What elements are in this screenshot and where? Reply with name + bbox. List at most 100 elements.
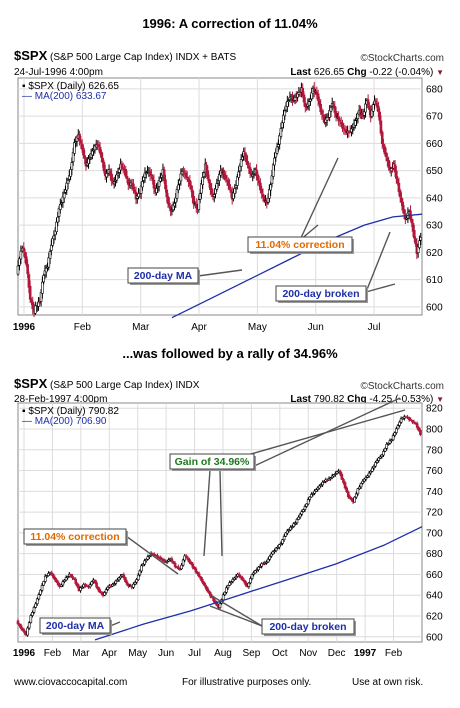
candle-body [367, 472, 371, 477]
symbol-1: $SPX [14, 48, 48, 63]
x-tick-label: Oct [272, 648, 288, 659]
candle-body [300, 511, 304, 515]
candle-body [78, 133, 81, 142]
candle-body [382, 451, 385, 456]
candle-body [382, 144, 385, 148]
callout-pointer [125, 535, 179, 575]
candle-body [379, 456, 382, 459]
middle-heading: ...was followed by a rally of 34.96% [122, 346, 338, 361]
candle-body [287, 529, 291, 532]
candle-body [338, 119, 342, 122]
candle-body [162, 559, 166, 562]
candle-body [59, 584, 63, 587]
callout-pointer [211, 595, 263, 627]
candle-body [384, 152, 388, 158]
candle-body [189, 562, 193, 565]
candle-body [150, 174, 153, 177]
candle-body [342, 127, 346, 130]
candle-body [310, 494, 313, 498]
candle-body [156, 555, 159, 558]
index-name-2: (S&P 500 Large Cap Index) INDX [50, 380, 200, 391]
candle-body [334, 111, 338, 117]
callout-box [247, 236, 353, 253]
annotation-correction-2: 11.04% correction [30, 531, 119, 543]
candle-body [115, 174, 119, 181]
candle-body [258, 565, 262, 568]
candle-body [233, 577, 236, 580]
candle-body [44, 267, 48, 273]
candle-body [338, 470, 342, 475]
candle-body [237, 573, 241, 577]
candle-body [374, 462, 377, 467]
candle-body [177, 566, 180, 570]
candle-body [330, 475, 334, 478]
candle-body [207, 590, 211, 594]
candle-body [343, 482, 347, 489]
candle-body [273, 157, 276, 166]
candle-body [250, 574, 254, 579]
candle-body [188, 180, 192, 186]
candle-body [117, 577, 121, 581]
down-triangle-icon: ▼ [436, 395, 444, 404]
candle-body [345, 487, 348, 493]
candle-body [34, 305, 37, 314]
candle-body [69, 169, 72, 177]
candle-body [50, 244, 53, 251]
candle-body [166, 196, 170, 204]
y-tick-label: 650 [426, 166, 443, 177]
candle-body [302, 94, 306, 103]
x-tick-label: Apr [191, 322, 207, 333]
candle-body [201, 578, 204, 583]
candle-body [56, 581, 60, 586]
annotation-gain-2: Gain of 34.96% [175, 456, 250, 468]
x-tick-label: Feb [74, 322, 92, 333]
candle-body [135, 579, 138, 583]
candle-body [64, 577, 68, 581]
candle-body [56, 216, 60, 223]
candle-body [201, 177, 204, 185]
candle-body [313, 490, 316, 494]
y-tick-label: 620 [426, 248, 443, 259]
candle-body [395, 428, 398, 433]
candle-body [122, 574, 126, 578]
candle-body [400, 197, 403, 203]
legend-price: ▪ $SPX (Daily) 790.82 [22, 406, 119, 417]
candle-body [185, 176, 189, 179]
chg-value-1: -0.22 (-0.04%) [369, 67, 434, 78]
candle-body [98, 589, 102, 593]
candle-body [155, 188, 158, 194]
chg-label-1: Chg [347, 67, 367, 78]
candle-body [40, 585, 44, 591]
y-tick-label: 620 [426, 612, 443, 623]
candle-body [35, 598, 39, 605]
candle-body [271, 551, 275, 555]
candle-body [178, 568, 182, 570]
candle-body [143, 560, 146, 565]
x-tick-label: May [128, 648, 147, 659]
candle-body [295, 519, 299, 524]
annotation-correction-1: 11.04% correction [255, 239, 344, 251]
candle-body [106, 586, 110, 590]
candle-body [39, 589, 42, 595]
candle-body [132, 583, 135, 588]
date-2: 28-Feb-1997 4:00pm [14, 394, 108, 405]
index-name-1: (S&P 500 Large Cap Index) INDX + BATS [50, 52, 237, 63]
candle-body [407, 417, 411, 421]
candle-body [19, 625, 23, 629]
annotation-broken-2: 200-day broken [269, 621, 346, 633]
callout-pointer [365, 231, 391, 293]
candle-body [334, 473, 337, 475]
candle-body [265, 561, 268, 564]
candle-body [148, 555, 151, 558]
candle-body [215, 183, 219, 190]
candle-body [419, 236, 423, 241]
candle-body [206, 170, 210, 180]
y-tick-label: 630 [426, 221, 443, 232]
candle-body [19, 250, 23, 260]
candle-body [69, 574, 73, 577]
candle-body [74, 141, 78, 144]
candle-body [253, 570, 257, 574]
candle-body [116, 579, 119, 582]
candle-body [412, 421, 416, 424]
candle-body [26, 264, 29, 275]
